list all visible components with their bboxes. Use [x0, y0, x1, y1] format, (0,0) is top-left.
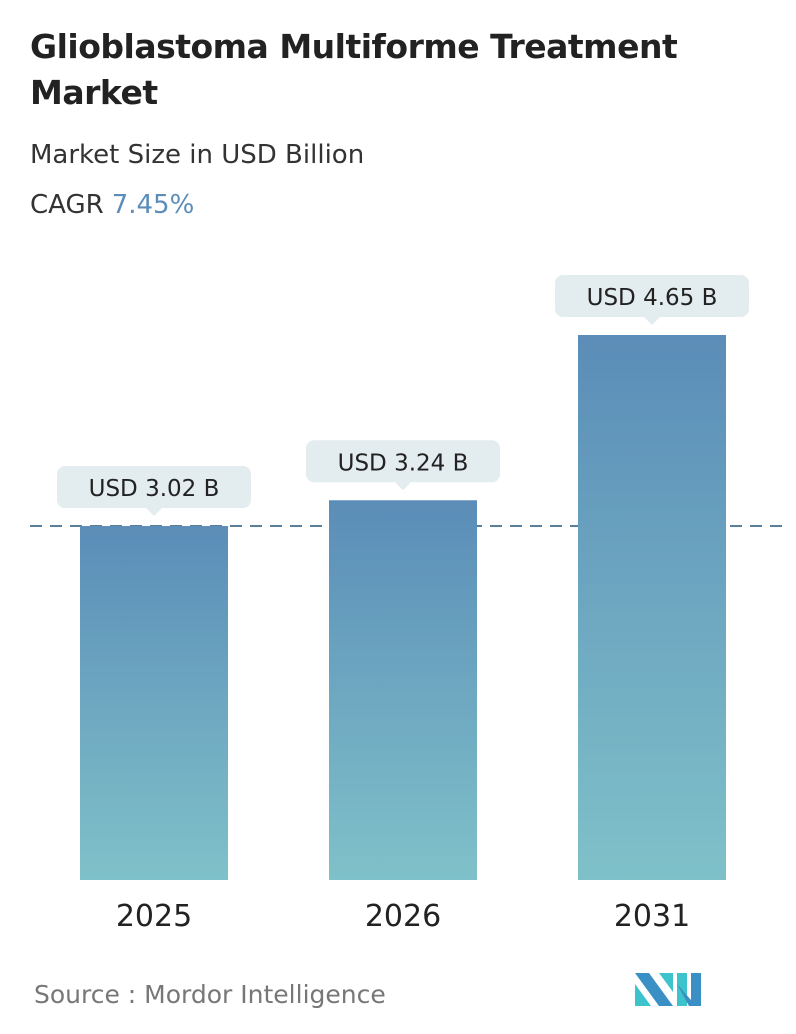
cagr: CAGR 7.45% — [30, 190, 194, 220]
chart-title: Glioblastoma Multiforme Treatment Market — [30, 27, 678, 112]
data-label-pointer — [644, 317, 660, 325]
bar-2025 — [80, 526, 228, 880]
data-label: USD 4.65 B — [587, 285, 718, 311]
data-label-pointer — [146, 508, 162, 517]
cagr-value: 7.45% — [111, 190, 195, 220]
bar-chart: USD 3.02 B 2025 USD 3.24 B 2026 USD 4.65 B 20… — [30, 275, 790, 934]
bar-2031 — [578, 335, 726, 880]
source-text: Source : Mordor Intelligence — [34, 980, 386, 1009]
data-label-bubble — [555, 275, 749, 317]
mordor-logo — [635, 973, 701, 1006]
data-label-bubble — [57, 466, 251, 509]
data-label: USD 3.02 B — [89, 476, 220, 502]
bar-2026 — [329, 500, 477, 880]
data-label-bubble — [306, 440, 500, 483]
chart-subtitle: Market Size in USD Billion — [30, 140, 365, 170]
x-tick-label: 2031 — [614, 899, 690, 934]
cagr-label: CAGR — [30, 190, 104, 220]
x-tick-label: 2026 — [365, 899, 441, 934]
data-label-pointer — [395, 482, 411, 491]
x-tick-label: 2025 — [116, 899, 192, 934]
data-label: USD 3.24 B — [338, 450, 469, 476]
